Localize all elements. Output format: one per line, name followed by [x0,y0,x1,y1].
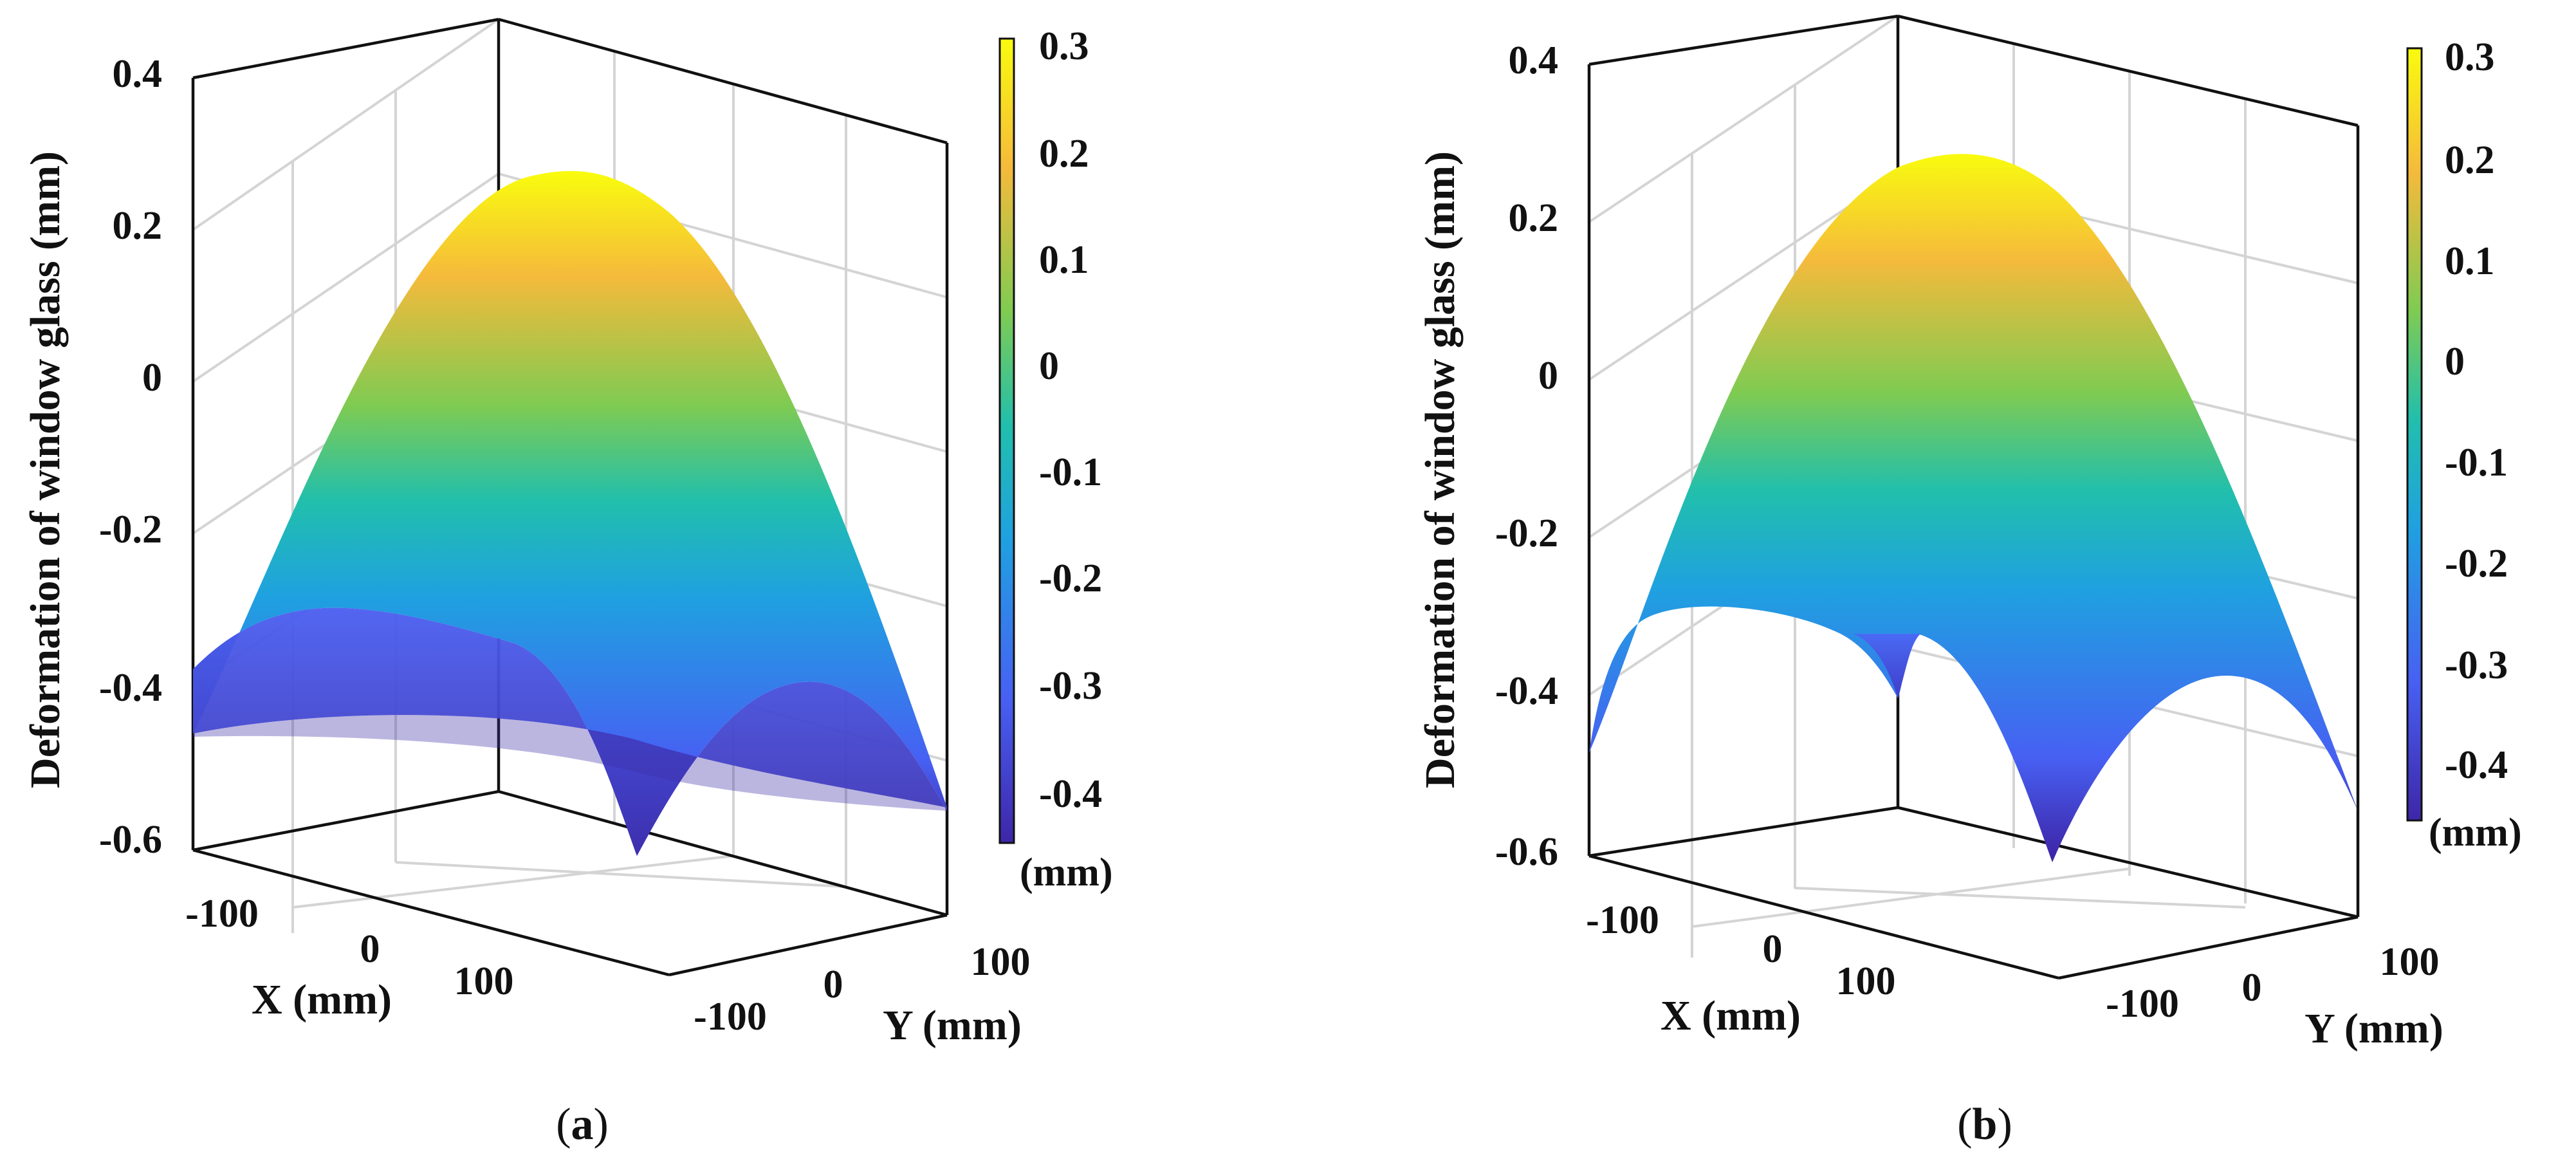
cb-tick-a-7: -0.4 [1039,772,1102,816]
z-tick-a-5: -0.6 [99,818,162,862]
surface-b [1589,154,2358,862]
x-tick-a-0: -100 [185,892,259,936]
y-tick-a-2: 100 [971,940,1031,984]
colorbar-b [2406,47,2423,822]
z-tick-a-2: 0 [142,356,162,400]
surface-a-shade [193,715,947,811]
z-tick-a-0: 0.4 [113,52,163,96]
x-tick-b-0: -100 [1586,898,1659,942]
y-axis-label-b: Y (mm) [2305,1005,2443,1052]
cb-tick-a-6: -0.3 [1039,664,1102,708]
y-axis-label-a: Y (mm) [883,1002,1022,1049]
cb-tick-b-0: 0.3 [2445,35,2495,79]
cb-tick-a-0: 0.3 [1039,24,1089,68]
cb-unit-b: (mm) [2429,811,2522,855]
z-tick-a-3: -0.2 [99,508,162,551]
cb-tick-a-4: -0.1 [1039,450,1102,494]
y-ticks-b: -100 0 100 [2106,940,2439,1026]
panel-a: 0.4 0.2 0 -0.2 -0.4 -0.6 -100 0 100 -100… [22,17,1113,1149]
z-tick-a-1: 0.2 [113,204,163,248]
z-tick-b-0: 0.4 [1509,39,1559,82]
cb-tick-b-2: 0.1 [2445,239,2495,283]
y-tick-b-2: 100 [2380,940,2440,984]
x-axis-label-b: X (mm) [1661,992,1801,1039]
cb-tick-a-2: 0.1 [1039,238,1089,282]
z-axis-label-a: Deformation of window glass (mm) [22,151,69,788]
surface-a [193,171,947,856]
x-tick-a-2: 100 [454,959,514,1003]
z-tick-b-1: 0.2 [1509,196,1559,240]
z-tick-b-4: -0.4 [1495,669,1558,713]
cb-tick-b-3: 0 [2445,340,2465,384]
cb-tick-b-1: 0.2 [2445,138,2495,182]
caption-a: (a) [556,1100,609,1149]
y-tick-b-1: 0 [2242,966,2262,1010]
x-axis-label-a: X (mm) [252,976,392,1023]
colorbar-ticks-a: 0.3 0.2 0.1 0 -0.1 -0.2 -0.3 -0.4 (mm) [1020,24,1113,894]
panel-b: 0.4 0.2 0 -0.2 -0.4 -0.6 -100 0 100 -100… [1417,14,2522,1149]
z-tick-b-3: -0.2 [1495,512,1558,555]
cb-tick-b-6: -0.3 [2445,643,2508,687]
surface-a-lower-face [193,607,947,856]
cb-tick-a-1: 0.2 [1039,132,1089,176]
y-tick-a-0: -100 [694,995,767,1039]
y-tick-b-0: -100 [2106,982,2179,1026]
x-tick-a-1: 0 [360,927,380,971]
x-ticks-a: -100 0 100 [185,892,513,1003]
colorbar-ticks-b: 0.3 0.2 0.1 0 -0.1 -0.2 -0.3 -0.4 (mm) [2429,35,2522,855]
z-tick-a-4: -0.4 [99,666,162,710]
colorbar-a [998,37,1015,844]
cb-tick-b-4: -0.1 [2445,441,2508,485]
y-ticks-a: -100 0 100 [694,940,1030,1039]
cb-tick-b-7: -0.4 [2445,743,2508,787]
cb-tick-a-5: -0.2 [1039,557,1102,600]
x-tick-b-1: 0 [1763,927,1783,971]
caption-b: (b) [1957,1100,2012,1149]
z-ticks-b: 0.4 0.2 0 -0.2 -0.4 -0.6 [1495,39,1558,874]
z-ticks-a: 0.4 0.2 0 -0.2 -0.4 -0.6 [99,52,162,862]
x-tick-b-2: 100 [1836,959,1896,1003]
surface-b-dip [1853,634,1920,698]
cb-unit-a: (mm) [1020,851,1113,894]
z-axis-label-b: Deformation of window glass (mm) [1417,151,1464,788]
z-tick-b-5: -0.6 [1495,830,1558,874]
cb-tick-a-3: 0 [1039,344,1059,388]
cb-tick-b-5: -0.2 [2445,542,2508,586]
x-ticks-b: -100 0 100 [1586,898,1895,1003]
z-tick-b-2: 0 [1538,354,1558,398]
y-tick-a-1: 0 [823,963,843,1006]
